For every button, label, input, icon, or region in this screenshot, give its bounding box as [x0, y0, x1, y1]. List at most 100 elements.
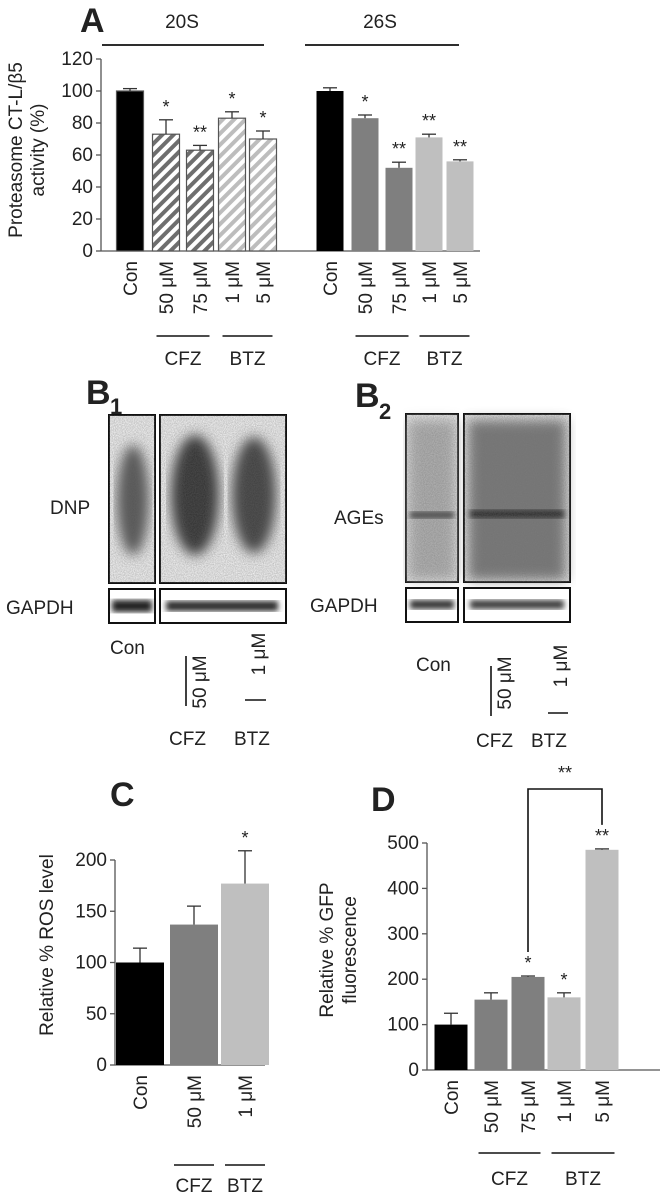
panel-b2-letter: B — [355, 377, 380, 415]
d-xtick-label: 1 μM — [555, 1080, 576, 1123]
c-ytick-label: 100 — [75, 953, 107, 974]
a20s-ytick-label: 60 — [72, 145, 93, 166]
b2-gapdh-band-treated — [470, 600, 564, 609]
d-bar — [585, 849, 619, 1070]
panel-b1-subscript: 1 — [110, 394, 122, 419]
b2-ages-blot — [405, 413, 571, 583]
b1-lane-cfz-dose: 50 μM — [190, 655, 211, 708]
a20s-bar — [248, 138, 278, 252]
b1-dnp-noise-con — [109, 415, 155, 583]
b1-gapdh-band-con — [112, 600, 152, 612]
d-ytick-label: 100 — [387, 1015, 419, 1036]
d-group-label: CFZ — [491, 1169, 528, 1190]
d-bar — [511, 976, 545, 1070]
c-group-label: CFZ — [176, 1176, 213, 1197]
a26s-bar — [385, 167, 413, 251]
b1-gapdh-blot — [108, 588, 287, 624]
c-group-label: BTZ — [227, 1176, 263, 1197]
a26s-bar — [415, 137, 443, 251]
a20s-group-label: CFZ — [165, 349, 202, 370]
panel-d-plot: 0 100 200 300 400 500 Con 50 μM * 75 μM * 1 μM ** 5 μ… — [387, 763, 660, 1190]
panel-d-letter: D — [371, 781, 396, 819]
panel-c-plot: 0 50 100 150 200 Con 50 μM * 1 μM CFZ BTZ — [75, 828, 269, 1197]
d-ytick-label: 0 — [408, 1060, 419, 1081]
c-significance: * — [241, 828, 248, 848]
a20s-ytick-label: 120 — [61, 49, 93, 70]
c-ytick-label: 50 — [86, 1004, 107, 1025]
group-20s-label: 20S — [165, 12, 199, 33]
b2-ages-noise-con — [406, 414, 458, 582]
panel-d: D Relative % GFP fluorescence 0 100 200 300… — [317, 763, 660, 1190]
b1-group-btz: BTZ — [234, 729, 270, 750]
d-significance: * — [524, 953, 531, 973]
panel-c: C Relative % ROS level 0 50 100 150 200 Con 50… — [37, 776, 269, 1197]
panel-a-ylabel-line1: Proteasome CT-L/β5 — [6, 62, 27, 238]
d-ytick-label: 500 — [387, 833, 419, 854]
a26s-xtick-label: Con — [321, 261, 342, 296]
c-xtick-label: 50 μM — [185, 1075, 206, 1128]
a20s-xtick-label: Con — [121, 261, 142, 296]
b2-ages-noise-treated — [464, 414, 570, 582]
a20s-ytick-label: 100 — [61, 81, 93, 102]
a26s-xtick-label: 5 μM — [451, 261, 472, 304]
a20s-bar — [217, 117, 247, 252]
a20s-bar — [151, 133, 181, 252]
d-significance: * — [560, 970, 567, 990]
b2-band1-label: AGEs — [334, 508, 384, 529]
a26s-xtick-label: 50 μM — [356, 261, 377, 314]
panel-a-letter: A — [80, 2, 105, 40]
a26s-xtick-label: 75 μM — [390, 261, 411, 314]
b2-lane-cfz-dose: 50 μM — [495, 656, 516, 709]
a26s-significance: ** — [453, 137, 467, 157]
c-ytick-label: 0 — [96, 1055, 107, 1076]
panel-c-letter: C — [110, 776, 135, 814]
b1-lane-btz-dose: 1 μM — [249, 633, 270, 676]
d-bar — [474, 999, 508, 1070]
b1-group-cfz: CFZ — [169, 729, 206, 750]
a26s-xtick-label: 1 μM — [420, 261, 441, 304]
a26s-group-label: CFZ — [364, 349, 401, 370]
panel-b1: B 1 DNP GAPDH Con 50 μM 1 μM CFZ B — [6, 374, 287, 750]
d-xtick-label: Con — [442, 1080, 463, 1115]
a26s-bar — [316, 91, 344, 251]
d-significance: ** — [595, 826, 609, 846]
b2-group-btz: BTZ — [531, 731, 567, 752]
b1-lane-con: Con — [110, 638, 145, 659]
panel-b2-subscript: 2 — [379, 399, 391, 424]
a20s-ytick-label: 0 — [82, 241, 93, 262]
a20s-ytick-label: 20 — [72, 209, 93, 230]
d-ytick-label: 400 — [387, 878, 419, 899]
b2-lane-btz-dose: 1 μM — [551, 645, 572, 688]
c-ytick-label: 200 — [75, 850, 107, 871]
a26s-group-label: BTZ — [427, 349, 463, 370]
c-xtick-label: Con — [131, 1075, 152, 1110]
d-xtick-label: 50 μM — [482, 1080, 503, 1133]
b2-band2-label: GAPDH — [310, 596, 378, 617]
panel-d-ylabel-line2: fluorescence — [340, 896, 361, 1004]
c-bar — [116, 962, 164, 1065]
c-bar — [221, 883, 269, 1065]
panel-b2: B 2 AGEs GAPDH Con 50 μM 1 μM CFZ BTZ — [310, 377, 572, 752]
a20s-xtick-label: 5 μM — [254, 261, 275, 304]
panel-c-ylabel: Relative % ROS level — [37, 854, 58, 1036]
panel-a: A 20S 26S Proteasome CT-L/β5 activity (%… — [6, 2, 480, 370]
d-xtick-label: 75 μM — [519, 1080, 540, 1133]
panel-d-ylabel-line1: Relative % GFP — [317, 882, 338, 1017]
a26s-significance: ** — [392, 139, 406, 159]
c-ytick-label: 150 — [75, 901, 107, 922]
d-compare-significance: ** — [558, 763, 572, 783]
d-xtick-label: 5 μM — [593, 1080, 614, 1123]
a20s-significance: * — [228, 89, 235, 109]
a20s-xtick-label: 75 μM — [191, 261, 212, 314]
b2-group-cfz: CFZ — [476, 731, 513, 752]
a20s-group-label: BTZ — [230, 349, 266, 370]
a20s-significance: * — [259, 108, 266, 128]
a20s-xtick-label: 1 μM — [223, 261, 244, 304]
b2-lane-con: Con — [416, 655, 451, 676]
b1-band1-label: DNP — [50, 498, 90, 519]
panel-a-ylabel-line2: activity (%) — [28, 104, 49, 197]
d-ytick-label: 200 — [387, 969, 419, 990]
a20s-significance: * — [162, 97, 169, 117]
b1-dnp-blot — [108, 414, 287, 584]
